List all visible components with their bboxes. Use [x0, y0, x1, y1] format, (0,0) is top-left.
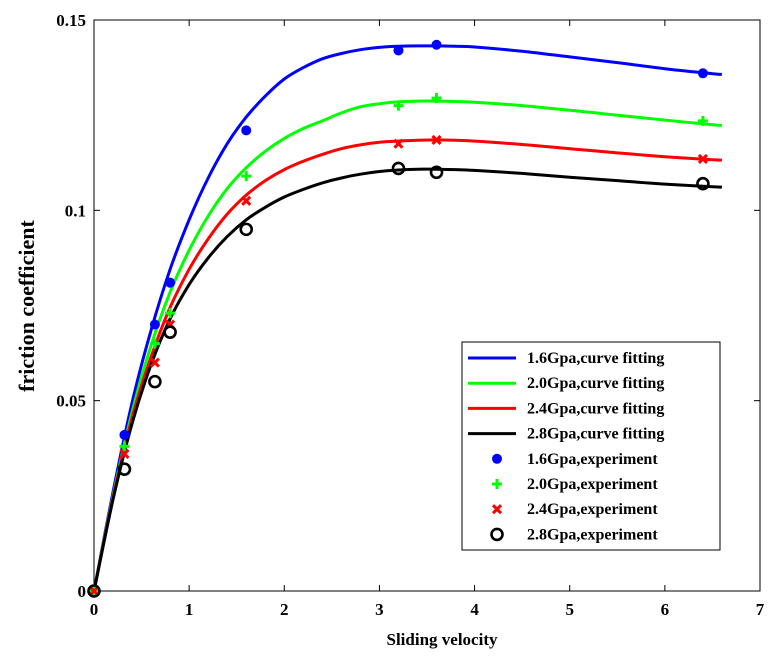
experiment-point-series-2 — [241, 195, 252, 206]
legend-label: 2.8Gpa,experiment — [527, 526, 658, 543]
fit-curves — [92, 44, 722, 592]
legend-label: 2.8Gpa,curve fitting — [527, 426, 664, 443]
experiment-point-series-0 — [697, 68, 708, 79]
legend-label: 2.4Gpa,curve fitting — [527, 400, 664, 417]
legend-marker-swatch — [490, 527, 504, 542]
experiment-point-series-1 — [393, 100, 404, 111]
legend-label: 1.6Gpa,experiment — [527, 451, 658, 468]
experiment-point-series-3 — [391, 161, 406, 176]
experiment-point-series-0 — [165, 277, 176, 288]
experiment-point-series-0 — [149, 319, 160, 330]
x-tick-label: 7 — [756, 600, 765, 619]
experiment-point-series-3 — [148, 374, 162, 389]
x-tick-label: 5 — [565, 600, 574, 619]
experiment-point-series-2 — [149, 357, 160, 368]
legend: 1.6Gpa,curve fitting 2.0Gpa,curve fitting… — [461, 341, 721, 551]
x-tick-label: 0 — [90, 600, 99, 619]
experiment-point-series-2 — [431, 134, 442, 145]
experiment-point-series-3 — [429, 165, 444, 180]
experiment-point-series-1 — [149, 338, 160, 349]
experiment-point-series-3 — [239, 222, 254, 237]
legend-marker-swatch — [491, 504, 503, 515]
x-tick-label: 4 — [470, 600, 479, 619]
legend-marker-swatch — [492, 479, 502, 489]
experiment-point-series-1 — [165, 308, 176, 319]
experiment-point-series-0 — [393, 45, 404, 56]
experiment-point-series-2 — [119, 448, 130, 460]
experiment-point-series-3 — [163, 325, 177, 339]
x-tick-label: 3 — [375, 600, 384, 619]
experiment-point-series-0 — [431, 39, 442, 50]
experiment-point-series-2 — [697, 153, 708, 165]
y-tick-label: 0.1 — [65, 201, 86, 220]
experiment-markers — [87, 39, 710, 598]
legend-marker-swatch — [492, 453, 502, 464]
fit-line-series-1 — [92, 99, 722, 592]
experiment-point-series-1 — [119, 441, 130, 452]
y-tick-label: 0 — [78, 582, 87, 601]
y-axis-label: friction coefficient — [14, 220, 39, 392]
experiment-point-series-3 — [87, 584, 101, 598]
legend-label: 2.0Gpa,experiment — [527, 476, 658, 493]
legend-label: 2.0Gpa,curve fitting — [527, 375, 664, 392]
experiment-point-series-0 — [241, 125, 252, 136]
y-tick-labels: 0 0.05 0.1 0.15 — [56, 11, 86, 601]
experiment-point-series-0 — [119, 429, 130, 440]
experiment-point-series-1 — [697, 115, 708, 126]
experiment-point-series-3 — [696, 176, 710, 191]
x-tick-label: 1 — [185, 600, 194, 619]
x-tick-label: 2 — [280, 600, 289, 619]
fit-line-series-3 — [92, 167, 722, 592]
fit-line-series-2 — [92, 138, 722, 592]
x-tick-label: 6 — [661, 600, 670, 619]
experiment-point-series-1 — [241, 171, 252, 182]
fit-line-series-0 — [92, 44, 722, 592]
experiment-point-series-3 — [117, 462, 132, 476]
x-axis-label: Sliding velocity — [387, 630, 498, 649]
y-tick-label: 0.15 — [56, 11, 86, 30]
experiment-point-series-1 — [431, 93, 442, 104]
legend-box — [461, 341, 721, 551]
x-tick-labels: 0 1 2 3 4 5 6 7 — [90, 600, 765, 619]
experiment-point-series-2 — [393, 138, 404, 149]
experiment-point-series-2 — [88, 585, 100, 597]
y-tick-label: 0.05 — [56, 392, 86, 411]
legend-label: 2.4Gpa,experiment — [527, 501, 658, 518]
legend-label: 1.6Gpa,curve fitting — [527, 350, 664, 367]
